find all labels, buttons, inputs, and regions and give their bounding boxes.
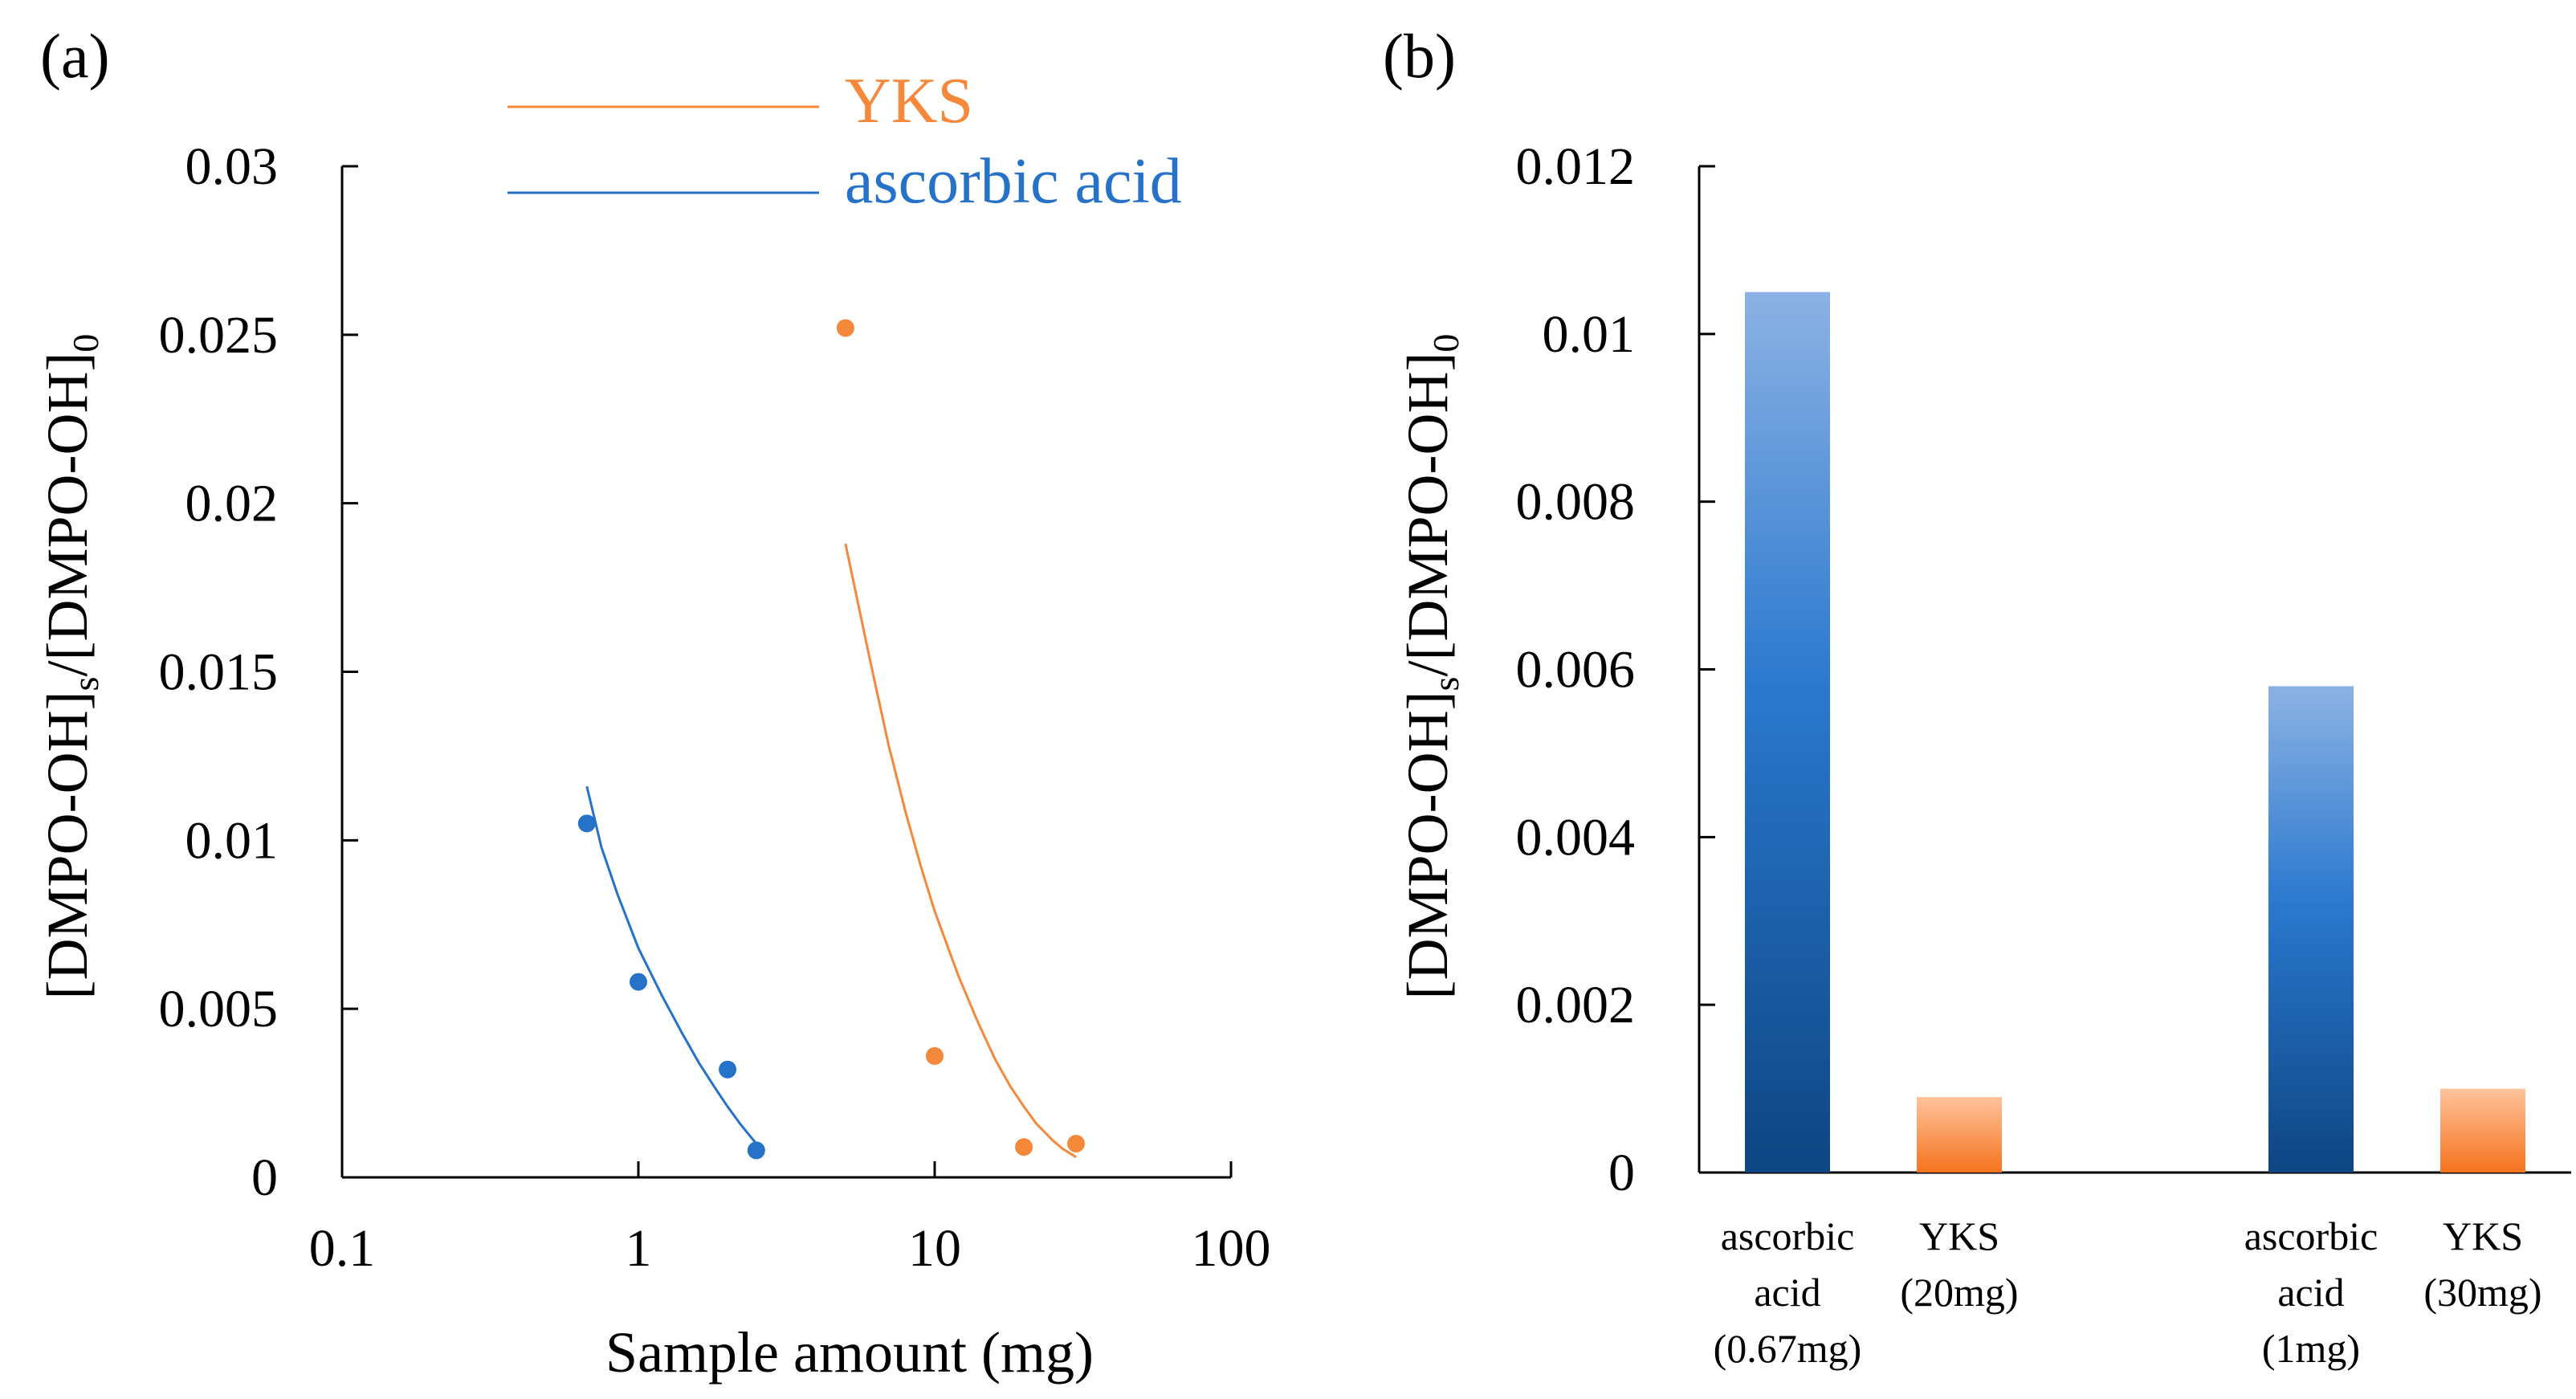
y-tick-label-b-4: 0.008 bbox=[1516, 473, 1636, 532]
y-tick-label-b-5: 0.01 bbox=[1543, 305, 1636, 364]
point-ascorbic-acid-0 bbox=[577, 814, 596, 833]
y-tick-label-a-0: 0 bbox=[251, 1148, 278, 1207]
bar-3 bbox=[2440, 1088, 2525, 1173]
legend-label-ascorbic: ascorbic acid bbox=[845, 146, 1182, 217]
bar-label-0-2: (0.67mg) bbox=[1714, 1326, 1862, 1371]
y-tick-label-b-6: 0.012 bbox=[1516, 137, 1636, 196]
y-tick-label-b-2: 0.004 bbox=[1516, 808, 1636, 867]
y-tick-label-b-0: 0 bbox=[1608, 1144, 1635, 1202]
legend-a: YKS ascorbic acid bbox=[507, 66, 1182, 217]
point-yks-3 bbox=[1067, 1135, 1086, 1153]
legend-label-yks: YKS bbox=[845, 66, 973, 137]
bar-label-0-0: ascorbic bbox=[1721, 1213, 1855, 1258]
panel-label-b: (b) bbox=[1383, 21, 1456, 91]
point-yks-2 bbox=[1015, 1138, 1033, 1156]
x-tick-label-a-1: 1 bbox=[626, 1219, 652, 1278]
bar-label-2-0: ascorbic bbox=[2244, 1213, 2378, 1258]
y-ticks-b: 0 0.002 0.004 0.006 0.008 0.01 0.012 bbox=[1516, 137, 1715, 1202]
fit-curve-yks bbox=[844, 543, 1077, 1159]
point-ascorbic-acid-2 bbox=[719, 1060, 737, 1079]
x-axis-title-a: Sample amount (mg) bbox=[605, 1320, 1094, 1385]
bar-label-0-1: acid bbox=[1754, 1270, 1820, 1315]
point-yks-1 bbox=[926, 1046, 944, 1065]
y-axis-title-b: [DMPO-OH]s/[DMPO-OH]0 bbox=[1396, 334, 1466, 1000]
y-ticks-a: 0 0.005 0.01 0.015 0.02 0.025 0.03 bbox=[159, 137, 358, 1207]
bar-label-3-0: YKS bbox=[2443, 1213, 2523, 1258]
scatter-chart-a: 0 0.005 0.01 0.015 0.02 0.025 0.03 0.1 1 10 100 Y… bbox=[35, 66, 1271, 1385]
fit-curves-a bbox=[585, 543, 1077, 1159]
y-tick-label-a-3: 0.015 bbox=[159, 643, 279, 702]
y-tick-label-a-4: 0.02 bbox=[185, 475, 279, 533]
bar-label-1-0: YKS bbox=[1919, 1213, 1999, 1258]
x-tick-label-a-0: 0.1 bbox=[309, 1219, 376, 1278]
y-tick-label-a-1: 0.005 bbox=[159, 980, 279, 1038]
bar-label-3-1: (30mg) bbox=[2423, 1270, 2541, 1315]
y-tick-label-b-3: 0.006 bbox=[1516, 641, 1636, 700]
y-tick-label-a-6: 0.03 bbox=[185, 137, 279, 196]
bar-label-1-1: (20mg) bbox=[1900, 1270, 2018, 1315]
bars-b bbox=[1745, 292, 2525, 1173]
fit-curve-ascorbic-acid bbox=[585, 785, 757, 1144]
x-tick-label-a-2: 10 bbox=[908, 1219, 961, 1278]
bar-categories-b: ascorbic acid (0.67mg) YKS (20mg) ascorbic aci… bbox=[1714, 1213, 2542, 1371]
x-ticks-a: 0.1 1 10 100 bbox=[309, 1161, 1271, 1278]
bar-0 bbox=[1745, 292, 1830, 1173]
bar-1 bbox=[1917, 1097, 2002, 1173]
y-tick-label-a-2: 0.01 bbox=[185, 811, 279, 870]
bar-label-2-1: acid bbox=[2277, 1270, 2344, 1315]
axes-a bbox=[340, 166, 1231, 1179]
y-tick-label-b-1: 0.002 bbox=[1516, 976, 1636, 1034]
point-yks-0 bbox=[836, 319, 854, 337]
bar-2 bbox=[2268, 686, 2354, 1173]
y-tick-label-a-5: 0.025 bbox=[159, 306, 279, 365]
data-points-a bbox=[577, 319, 1086, 1160]
point-ascorbic-acid-1 bbox=[630, 973, 647, 991]
x-tick-label-a-3: 100 bbox=[1192, 1219, 1271, 1278]
point-ascorbic-acid-3 bbox=[747, 1141, 765, 1160]
bar-label-2-2: (1mg) bbox=[2262, 1326, 2360, 1371]
panel-label-a: (a) bbox=[40, 21, 110, 91]
y-axis-title-a: [DMPO-OH]s/[DMPO-OH]0 bbox=[35, 334, 106, 1000]
